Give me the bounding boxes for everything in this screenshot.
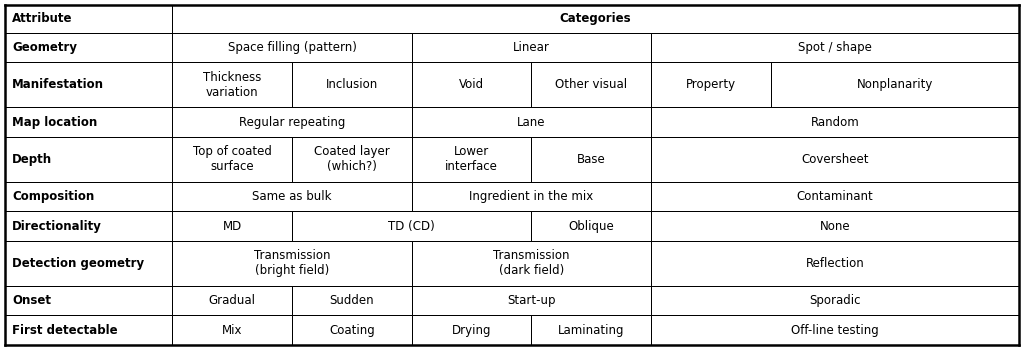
Text: Detection geometry: Detection geometry (12, 257, 144, 270)
Text: Contaminant: Contaminant (797, 190, 873, 203)
Bar (412, 241, 651, 286)
Text: First detectable: First detectable (12, 323, 118, 337)
Bar (172, 211, 292, 241)
Text: Property: Property (686, 78, 736, 91)
Text: Nonplanarity: Nonplanarity (856, 78, 933, 91)
Bar (412, 33, 651, 62)
Text: Random: Random (811, 116, 859, 128)
Text: Composition: Composition (12, 190, 94, 203)
Bar (5, 211, 172, 241)
Bar (531, 315, 651, 345)
Text: Map location: Map location (12, 116, 97, 128)
Text: Geometry: Geometry (12, 41, 77, 54)
Bar (172, 33, 412, 62)
Text: Onset: Onset (12, 294, 51, 307)
Text: Regular repeating: Regular repeating (239, 116, 345, 128)
Bar (651, 62, 770, 107)
Text: Coversheet: Coversheet (801, 153, 868, 166)
Bar (770, 62, 1019, 107)
Bar (172, 62, 292, 107)
Bar (5, 241, 172, 286)
Bar (5, 286, 172, 315)
Bar (651, 182, 1019, 211)
Text: Start-up: Start-up (507, 294, 555, 307)
Text: Drying: Drying (452, 323, 492, 337)
Text: Sporadic: Sporadic (809, 294, 860, 307)
Bar (292, 62, 412, 107)
Text: Linear: Linear (513, 41, 550, 54)
Text: Sudden: Sudden (330, 294, 374, 307)
Text: Laminating: Laminating (558, 323, 625, 337)
Bar (172, 241, 412, 286)
Text: Depth: Depth (12, 153, 52, 166)
Bar (5, 137, 172, 182)
Text: Reflection: Reflection (806, 257, 864, 270)
Text: Oblique: Oblique (568, 219, 614, 232)
Bar (412, 137, 531, 182)
Bar (412, 182, 651, 211)
Text: Directionality: Directionality (12, 219, 102, 232)
Text: Transmission
(dark field): Transmission (dark field) (493, 249, 569, 277)
Bar (651, 315, 1019, 345)
Bar (292, 137, 412, 182)
Bar (172, 182, 412, 211)
Bar (651, 211, 1019, 241)
Text: Base: Base (577, 153, 605, 166)
Text: Ingredient in the mix: Ingredient in the mix (469, 190, 593, 203)
Text: Space filling (pattern): Space filling (pattern) (227, 41, 356, 54)
Text: Coating: Coating (329, 323, 375, 337)
Bar (5, 315, 172, 345)
Bar (172, 315, 292, 345)
Text: Top of coated
surface: Top of coated surface (193, 145, 271, 173)
Text: Mix: Mix (222, 323, 243, 337)
Bar (651, 241, 1019, 286)
Bar (412, 315, 531, 345)
Text: Manifestation: Manifestation (12, 78, 104, 91)
Text: Coated layer
(which?): Coated layer (which?) (314, 145, 390, 173)
Bar (531, 62, 651, 107)
Text: MD: MD (222, 219, 242, 232)
Bar (651, 137, 1019, 182)
Bar (172, 107, 412, 137)
Text: Other visual: Other visual (555, 78, 627, 91)
Bar (651, 107, 1019, 137)
Bar (5, 62, 172, 107)
Text: Thickness
variation: Thickness variation (203, 71, 261, 99)
Text: Same as bulk: Same as bulk (252, 190, 332, 203)
Bar (412, 107, 651, 137)
Text: Lower
interface: Lower interface (445, 145, 498, 173)
Bar (292, 286, 412, 315)
Bar (531, 211, 651, 241)
Bar (172, 137, 292, 182)
Text: Transmission
(bright field): Transmission (bright field) (254, 249, 331, 277)
Text: Inclusion: Inclusion (326, 78, 378, 91)
Bar (5, 33, 172, 62)
Bar (292, 211, 531, 241)
Text: Lane: Lane (517, 116, 546, 128)
Bar (412, 286, 651, 315)
Text: Void: Void (459, 78, 484, 91)
Text: None: None (819, 219, 850, 232)
Bar (651, 286, 1019, 315)
Bar (412, 62, 531, 107)
Bar (531, 137, 651, 182)
Text: Gradual: Gradual (209, 294, 256, 307)
Bar (292, 315, 412, 345)
Bar (5, 182, 172, 211)
Text: TD (CD): TD (CD) (388, 219, 435, 232)
Bar (5, 107, 172, 137)
Bar (172, 286, 292, 315)
Text: Spot / shape: Spot / shape (798, 41, 871, 54)
Bar (172, 5, 1019, 33)
Text: Attribute: Attribute (12, 13, 73, 26)
Text: Categories: Categories (560, 13, 632, 26)
Bar (651, 33, 1019, 62)
Text: Off-line testing: Off-line testing (791, 323, 879, 337)
Bar (5, 5, 172, 33)
